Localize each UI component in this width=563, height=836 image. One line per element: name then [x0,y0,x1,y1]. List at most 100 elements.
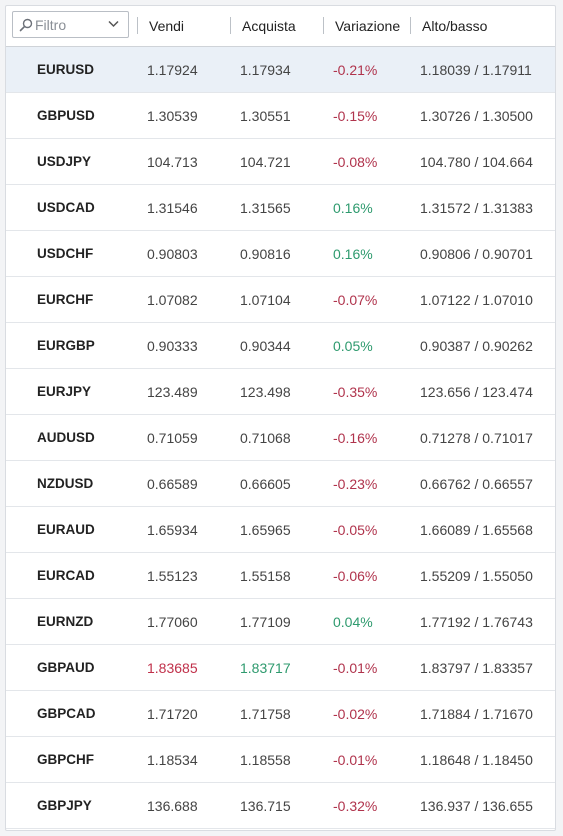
buy-price[interactable]: 1.17934 [240,61,291,78]
high-low-range: 1.07122 / 1.07010 [420,291,533,308]
chevron-down-icon[interactable] [108,20,119,28]
table-row[interactable]: EURCHF 1.07082 1.07104 -0.07% 1.07122 / 1.07… [6,277,555,323]
change-percent: -0.01% [333,751,378,768]
change-percent: -0.21% [333,61,378,78]
column-header-sell[interactable]: Vendi [149,18,185,34]
buy-price[interactable]: 0.71068 [240,429,291,446]
table-row[interactable]: EURAUD 1.65934 1.65965 -0.05% 1.66089 / 1.65… [6,507,555,553]
change-percent: -0.01% [333,659,378,676]
buy-price[interactable]: 1.55158 [240,567,291,584]
column-header-change[interactable]: Variazione [335,18,401,34]
sell-price[interactable]: 136.688 [147,797,198,814]
instrument-symbol: AUDUSD [37,430,95,445]
table-row[interactable]: GBPJPY 136.688 136.715 -0.32% 136.937 / 136.… [6,783,555,829]
change-percent: 0.04% [333,613,373,630]
instrument-symbol: NZDUSD [37,476,94,491]
high-low-range: 1.18648 / 1.18450 [420,751,533,768]
buy-price[interactable]: 104.721 [240,153,291,170]
change-percent: 0.05% [333,337,373,354]
high-low-range: 104.780 / 104.664 [420,153,533,170]
table-row[interactable]: AUDUSD 0.71059 0.71068 -0.16% 0.71278 / 0.71… [6,415,555,461]
table-header: Vendi Acquista Variazione Alto/basso [6,6,555,47]
table-row[interactable]: EURNZD 1.77060 1.77109 0.04% 1.77192 / 1.767… [6,599,555,645]
change-percent: -0.35% [333,383,378,400]
filter-dropdown[interactable] [12,11,129,38]
sell-price[interactable]: 1.83685 [147,659,198,676]
change-percent: -0.07% [333,291,378,308]
buy-price[interactable]: 0.66605 [240,475,291,492]
sell-price[interactable]: 1.31546 [147,199,198,216]
instrument-symbol: EURCAD [37,568,95,583]
buy-price[interactable]: 1.31565 [240,199,291,216]
instrument-symbol: USDCAD [37,200,95,215]
high-low-range: 1.83797 / 1.83357 [420,659,533,676]
change-percent: -0.15% [333,107,378,124]
sell-price[interactable]: 0.90803 [147,245,198,262]
column-separator [410,17,411,34]
table-row[interactable]: GBPCAD 1.71720 1.71758 -0.02% 1.71884 / 1.71… [6,691,555,737]
table-row[interactable]: GBPUSD 1.30539 1.30551 -0.15% 1.30726 / 1.30… [6,93,555,139]
instrument-symbol: GBPCHF [37,752,94,767]
filter-input[interactable] [33,16,99,33]
high-low-range: 0.71278 / 0.71017 [420,429,533,446]
table-row[interactable]: EURJPY 123.489 123.498 -0.35% 123.656 / 123.… [6,369,555,415]
sell-price[interactable]: 1.30539 [147,107,198,124]
buy-price[interactable]: 1.18558 [240,751,291,768]
buy-price[interactable]: 0.90344 [240,337,291,354]
buy-price[interactable]: 123.498 [240,383,291,400]
buy-price[interactable]: 1.71758 [240,705,291,722]
sell-price[interactable]: 1.77060 [147,613,198,630]
high-low-range: 0.90387 / 0.90262 [420,337,533,354]
column-header-highlow[interactable]: Alto/basso [422,18,488,34]
column-separator [230,17,231,34]
table-row[interactable]: USDCHF 0.90803 0.90816 0.16% 0.90806 / 0.907… [6,231,555,277]
sell-price[interactable]: 1.18534 [147,751,198,768]
high-low-range: 123.656 / 123.474 [420,383,533,400]
instrument-symbol: EURAUD [37,522,95,537]
instrument-symbol: EURNZD [37,614,94,629]
high-low-range: 1.66089 / 1.65568 [420,521,533,538]
table-row[interactable]: EURCAD 1.55123 1.55158 -0.06% 1.55209 / 1.55… [6,553,555,599]
change-percent: -0.05% [333,521,378,538]
change-percent: -0.32% [333,797,378,814]
buy-price[interactable]: 1.65965 [240,521,291,538]
sell-price[interactable]: 1.17924 [147,61,198,78]
sell-price[interactable]: 1.07082 [147,291,198,308]
buy-price[interactable]: 1.83717 [240,659,291,676]
column-separator [137,17,138,34]
column-header-buy[interactable]: Acquista [242,18,296,34]
high-low-range: 136.937 / 136.655 [420,797,533,814]
sell-price[interactable]: 0.71059 [147,429,198,446]
sell-price[interactable]: 104.713 [147,153,198,170]
buy-price[interactable]: 1.07104 [240,291,291,308]
sell-price[interactable]: 1.71720 [147,705,198,722]
high-low-range: 0.66762 / 0.66557 [420,475,533,492]
sell-price[interactable]: 0.66589 [147,475,198,492]
instrument-symbol: EURCHF [37,292,94,307]
table-row[interactable]: EURUSD 1.17924 1.17934 -0.21% 1.18039 / 1.17… [6,47,555,93]
instrument-symbol: GBPAUD [37,660,95,675]
instrument-symbol: EURGBP [37,338,95,353]
buy-price[interactable]: 0.90816 [240,245,291,262]
table-row[interactable]: USDJPY 104.713 104.721 -0.08% 104.780 / 104.… [6,139,555,185]
table-row[interactable]: USDCAD 1.31546 1.31565 0.16% 1.31572 / 1.313… [6,185,555,231]
instrument-symbol: GBPJPY [37,798,92,813]
high-low-range: 1.30726 / 1.30500 [420,107,533,124]
sell-price[interactable]: 1.55123 [147,567,198,584]
sell-price[interactable]: 1.65934 [147,521,198,538]
table-row[interactable]: NZDUSD 0.66589 0.66605 -0.23% 0.66762 / 0.66… [6,461,555,507]
instrument-symbol: GBPCAD [37,706,96,721]
sell-price[interactable]: 0.90333 [147,337,198,354]
sell-price[interactable]: 123.489 [147,383,198,400]
table-row[interactable]: GBPCHF 1.18534 1.18558 -0.01% 1.18648 / 1.18… [6,737,555,783]
high-low-range: 1.31572 / 1.31383 [420,199,533,216]
buy-price[interactable]: 136.715 [240,797,291,814]
buy-price[interactable]: 1.77109 [240,613,291,630]
change-percent: -0.16% [333,429,378,446]
instrument-symbol: USDCHF [37,246,94,261]
buy-price[interactable]: 1.30551 [240,107,291,124]
high-low-range: 0.90806 / 0.90701 [420,245,533,262]
change-percent: -0.02% [333,705,378,722]
table-row[interactable]: GBPAUD 1.83685 1.83717 -0.01% 1.83797 / 1.83… [6,645,555,691]
table-row[interactable]: EURGBP 0.90333 0.90344 0.05% 0.90387 / 0.902… [6,323,555,369]
